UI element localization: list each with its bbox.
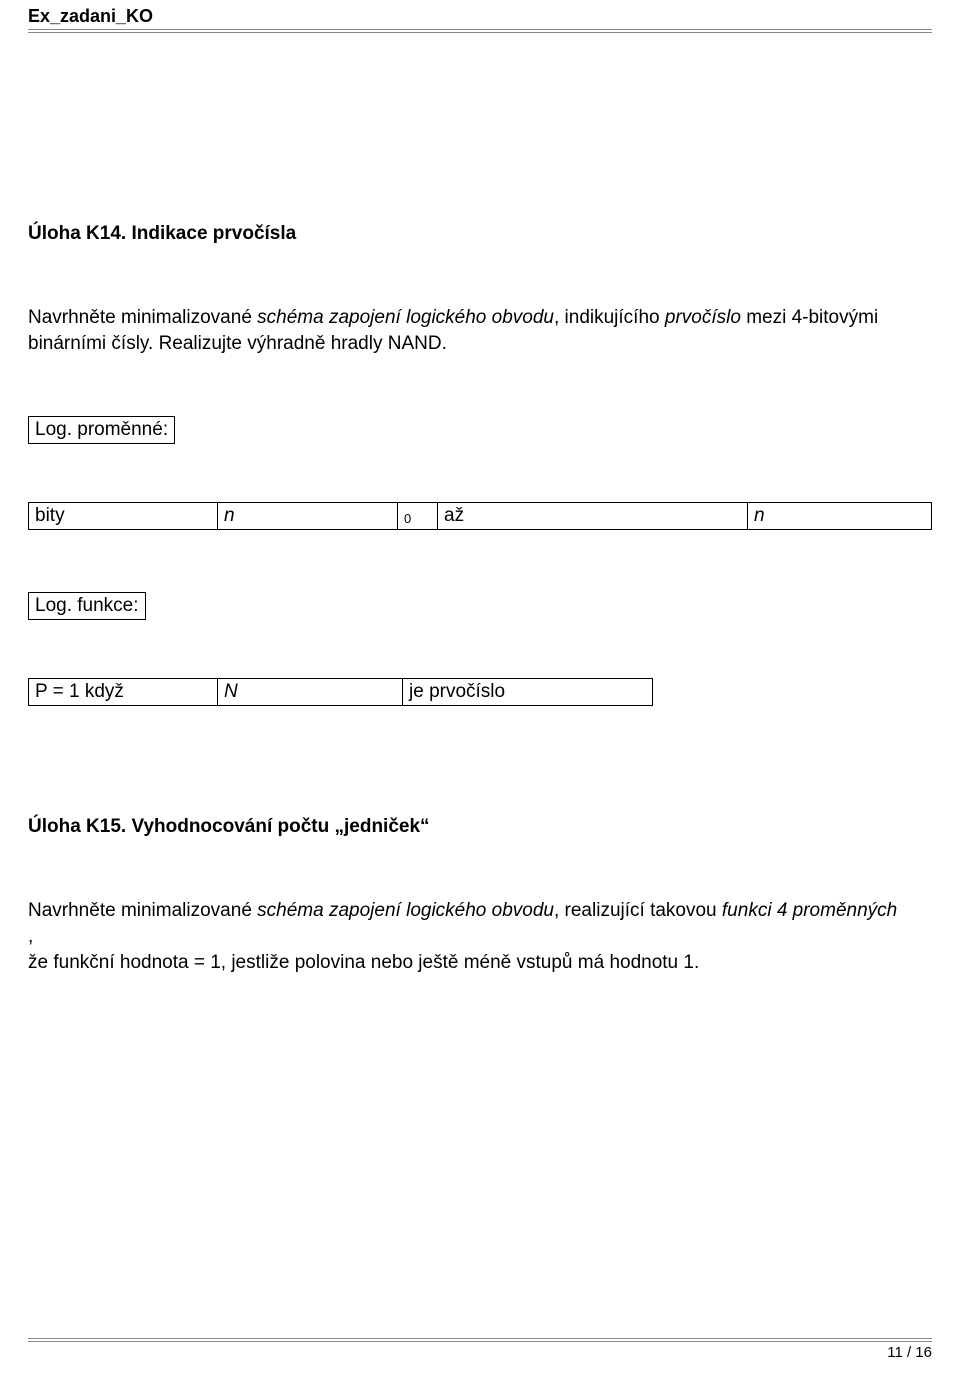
p-row: P = 1 když N je prvočíslo <box>28 678 932 706</box>
log-promenne-label: Log. proměnné: <box>28 416 175 444</box>
task1-text-a: Navrhněte minimalizované <box>28 307 257 328</box>
bity-cell-5: n <box>748 502 932 530</box>
task2-line1: Navrhněte minimalizované schéma zapojení… <box>28 898 932 924</box>
task1-italic-a: schéma zapojení logického obvodu <box>257 307 554 328</box>
task1-heading: Úloha K14. Indikace prvočísla <box>28 223 932 245</box>
bity-row: bity n 0 až n <box>28 502 932 530</box>
bity-cell-2: n <box>218 502 398 530</box>
task2-text-b: , realizující takovou <box>554 900 722 921</box>
bity-cell-4: až <box>438 502 748 530</box>
content: Úloha K14. Indikace prvočísla Navrhněte … <box>28 33 932 975</box>
task2-line2: , <box>28 924 932 950</box>
footer: 11 / 16 <box>28 1338 932 1361</box>
task2-text-a: Navrhněte minimalizované <box>28 900 257 921</box>
task1-text-b: , indikujícího <box>554 307 665 328</box>
page-number: 11 / 16 <box>28 1342 932 1361</box>
log-funkce-label: Log. funkce: <box>28 592 146 620</box>
p-cell-2: N <box>218 678 403 706</box>
task1-italic-b: prvočíslo <box>665 307 741 328</box>
bity-cell-1: bity <box>28 502 218 530</box>
doc-title: Ex_zadani_KO <box>28 6 153 26</box>
p-cell-1: P = 1 když <box>28 678 218 706</box>
p-cell-3: je prvočíslo <box>403 678 653 706</box>
task2-heading: Úloha K15. Vyhodnocování počtu „jedniček… <box>28 816 932 838</box>
task2-line3: že funkční hodnota = 1, jestliže polovin… <box>28 950 932 976</box>
task2-italic-b: funkci 4 proměnných <box>722 900 897 921</box>
task1-paragraph: Navrhněte minimalizované schéma zapojení… <box>28 305 932 356</box>
bity-cell-3: 0 <box>398 502 438 530</box>
doc-header: Ex_zadani_KO <box>28 0 932 30</box>
task2-italic-a: schéma zapojení logického obvodu <box>257 900 554 921</box>
task2-paragraph: Navrhněte minimalizované schéma zapojení… <box>28 898 932 975</box>
